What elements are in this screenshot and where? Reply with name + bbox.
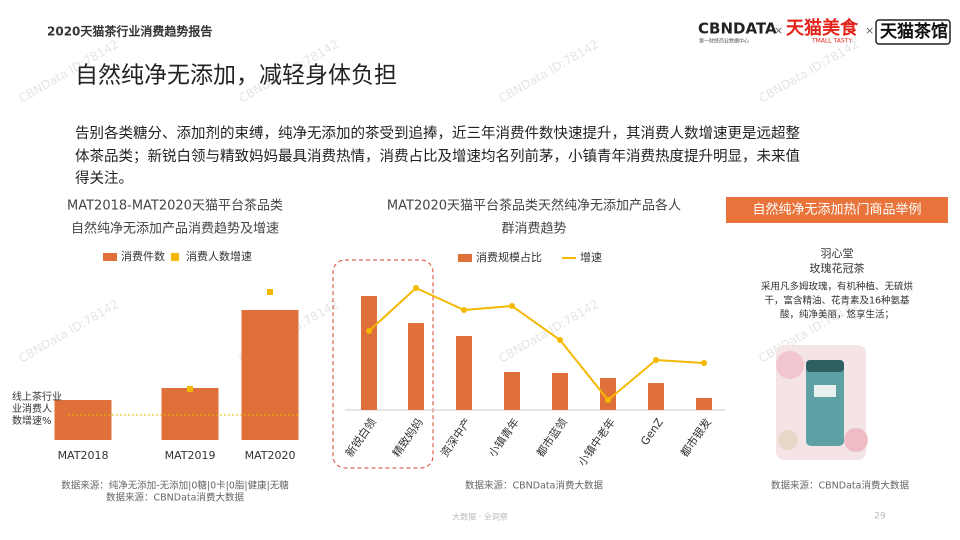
description-line: 酸，纯净美丽，悠享生活； [780, 309, 894, 321]
x-tick-label: 资深中产 [437, 415, 474, 459]
watermark: CBNData ID:78142 [756, 37, 861, 106]
brand: 羽心堂 [821, 247, 854, 260]
x-tick-label: 都市银发 [677, 415, 714, 459]
paragraph-line: 体茶品类；新锐白领与精致妈妈最具消费热情，消费占比及增速均名列前茅，小镇青年消费… [75, 148, 800, 165]
separator: × [865, 24, 874, 37]
feature-heading: 自然纯净无添加热门商品举例 [752, 202, 921, 218]
x-tick-label: MAT2018 [58, 449, 109, 462]
x-tick-label: 精致妈妈 [389, 415, 426, 459]
logo: 天猫美食 [786, 17, 859, 39]
paragraph-line: 告别各类糖分、添加剂的束缚，纯净无添加的茶受到追捧，近三年消费件数快速提升，其消… [75, 124, 800, 142]
product: 玫瑰花冠茶 [810, 261, 865, 275]
bar [504, 372, 520, 410]
bar [54, 400, 112, 440]
chart-title: MAT2020天猫平台茶品类天然纯净无添加产品各人 [387, 198, 681, 214]
legend-swatch [458, 254, 472, 262]
bar [600, 378, 616, 410]
x-tick-label: 都市蓝领 [533, 415, 570, 459]
x-tick-label: MAT2020 [245, 449, 296, 462]
legend-label: 消费人数增速 [186, 249, 252, 263]
line-point [509, 303, 515, 309]
source: 数据来源：CBNData消费大数据 [771, 480, 909, 492]
watermark: CBNData ID:78142 [496, 37, 601, 106]
chart-title: 自然纯净无添加产品消费趋势及增速 [71, 221, 279, 237]
bar [361, 296, 377, 410]
x-tick-label: 小镇中老年 [575, 415, 618, 468]
line-point [653, 357, 659, 363]
source: 数据来源：纯净无添加-无添加|0糖|0卡|0脂|健康|无糖 [61, 480, 289, 492]
source: 数据来源：CBNData消费大数据 [465, 480, 603, 492]
line-point [461, 307, 467, 313]
bar [648, 383, 664, 410]
reference-label: 数增速% [12, 414, 52, 427]
report-name: 2020天猫茶行业消费趋势报告 [47, 24, 212, 39]
description-line: 干，富含精油、花青素及16种氨基 [764, 295, 910, 307]
page-number: 29 [874, 512, 886, 522]
line [368, 286, 705, 402]
paragraph-line: 得关注。 [75, 170, 133, 187]
bar [161, 388, 219, 440]
description-line: 采用凡多姆玫瑰，有机种植、无硫烘 [761, 281, 914, 293]
line-point [413, 285, 419, 291]
line-point [605, 397, 611, 403]
logo: CBNDATA [698, 20, 777, 38]
reference-label: 线上茶行业 [12, 390, 62, 403]
dot [187, 386, 193, 392]
slide-title: 自然纯净无添加，减轻身体负担 [75, 63, 397, 89]
line-point [701, 360, 707, 366]
logo: 天猫茶馆 [880, 21, 948, 42]
legend-label: 增速 [580, 250, 602, 264]
bar [241, 310, 299, 440]
reference-label: 业消费人 [12, 402, 52, 415]
separator: × [774, 24, 783, 37]
line-point [366, 328, 372, 334]
legend-swatch [171, 253, 179, 261]
logo-sub: TMALL TASTY [811, 38, 852, 45]
feature-heading-box [726, 197, 948, 223]
chart-title: 群消费趋势 [501, 221, 566, 237]
legend-swatch [103, 253, 117, 261]
bar [696, 398, 712, 410]
bar [552, 373, 568, 410]
x-tick-label: GenZ [638, 416, 666, 448]
chart-title: MAT2018-MAT2020天猫平台茶品类 [67, 198, 283, 214]
legend-label: 消费规模占比 [476, 250, 542, 264]
bar [456, 336, 472, 410]
line-point [557, 337, 563, 343]
x-tick-label: 小镇青年 [485, 415, 522, 459]
bar [408, 323, 424, 410]
x-tick-label: MAT2019 [165, 449, 216, 462]
source: 数据来源：CBNData消费大数据 [106, 492, 244, 504]
watermark: CBNData ID:78142 [16, 297, 121, 366]
product-image [776, 345, 868, 460]
highlight-box [332, 259, 434, 469]
logo-sub: 第一财经商业数据中心 [699, 38, 749, 45]
logo-frame [875, 19, 951, 45]
footer-slogan: 大数据 · 全洞察 [452, 512, 508, 522]
legend-label: 消费件数 [121, 249, 165, 263]
x-tick-label: 新锐白领 [342, 415, 379, 459]
dot [267, 289, 273, 295]
